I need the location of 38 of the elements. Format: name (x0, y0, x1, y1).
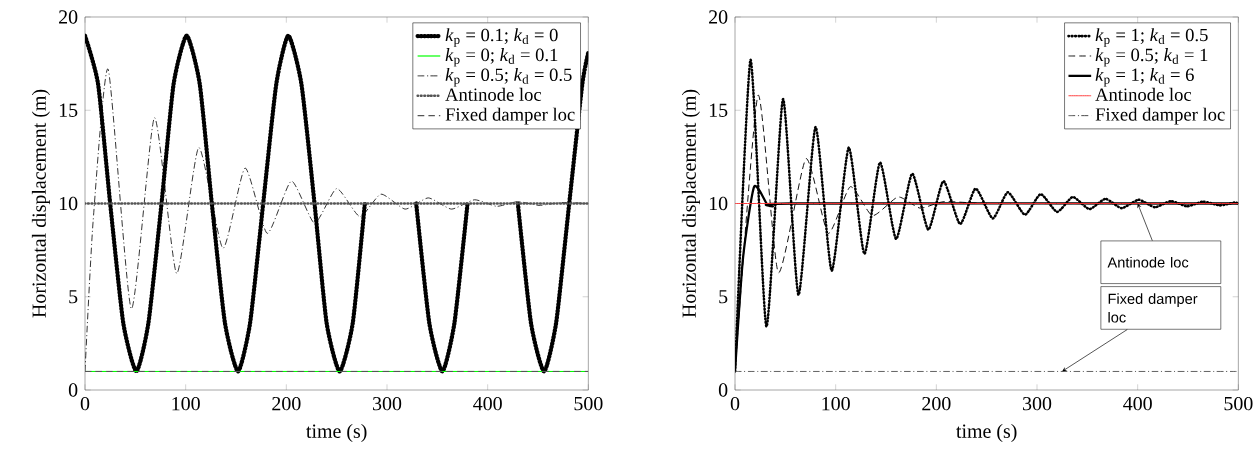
y-tick-label: 5 (719, 290, 728, 304)
x-tick-label: 400 (473, 396, 502, 411)
legend-label: Fixed damper loc (1095, 107, 1225, 125)
legend-label: k$_{p}$ = 0.1; k$_{d}$ = 0 (445, 28, 558, 47)
legend-label: Antinode loc (445, 87, 542, 101)
legend-label: k$_{p}$ = 1; k$_{d}$ = 0.5 (1095, 28, 1208, 47)
x-tick-label: 0 (730, 396, 740, 411)
legend-label: k$_{p}$ = 1; k$_{d}$ = 6 (1095, 67, 1194, 87)
y-tick-label: 10 (709, 196, 728, 211)
legend-label: k$_{p}$ = 0.5; k$_{d}$ = 1 (1095, 48, 1208, 67)
legend-label: k$_{p}$ = 0.5; k$_{d}$ = 0.5 (445, 67, 572, 87)
x-tick-label: 300 (373, 396, 402, 411)
y-tick-label: 15 (709, 103, 728, 117)
y-axis-title: Horizontal displacement (m) (681, 89, 700, 318)
x-tick-label: 500 (574, 396, 603, 411)
y-axis-title: Horizontal displacement (m) (31, 89, 50, 318)
x-axis-title: time (s) (306, 423, 367, 442)
y-tick-label: 5 (69, 290, 78, 304)
x-tick-label: 300 (1023, 396, 1052, 411)
x-tick-label: 0 (80, 396, 90, 411)
y-tick-label: 0 (718, 383, 728, 397)
x-tick-label: 200 (922, 396, 951, 411)
legend-label: k$_{p}$ = 0; k$_{d}$ = 0.1 (445, 48, 558, 67)
y-tick-label: 0 (68, 383, 78, 397)
y-tick-label: 10 (59, 196, 78, 211)
annotation: Antinode loc (1107, 256, 1189, 268)
x-tick-label: 100 (172, 396, 200, 411)
x-tick-label: 500 (1224, 396, 1253, 411)
x-tick-label: 200 (272, 396, 301, 411)
y-tick-label: 20 (59, 10, 78, 24)
legend-label: Antinode loc (1095, 87, 1192, 101)
x-tick-label: 400 (1123, 396, 1152, 411)
x-tick-label: 100 (822, 396, 850, 411)
annotation: Fixed damper loc (1108, 293, 1198, 323)
x-axis-title: time (s) (956, 423, 1017, 442)
y-tick-label: 15 (59, 103, 78, 117)
legend-label: Fixed damper loc (445, 107, 575, 125)
y-tick-label: 20 (709, 10, 728, 24)
